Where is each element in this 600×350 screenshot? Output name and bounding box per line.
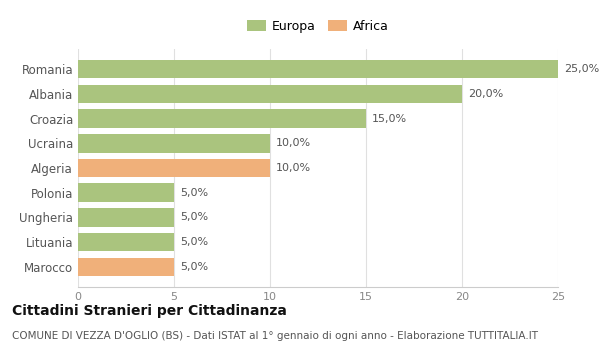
Bar: [78, 109, 366, 128]
Text: Cittadini Stranieri per Cittadinanza: Cittadini Stranieri per Cittadinanza: [12, 304, 287, 318]
Bar: [78, 233, 174, 251]
Bar: [78, 85, 462, 103]
Legend: Europa, Africa: Europa, Africa: [244, 17, 392, 35]
Bar: [78, 258, 174, 276]
Text: 5,0%: 5,0%: [180, 188, 208, 198]
Text: 10,0%: 10,0%: [276, 138, 311, 148]
Bar: [78, 60, 558, 78]
Text: 15,0%: 15,0%: [372, 113, 407, 124]
Text: COMUNE DI VEZZA D'OGLIO (BS) - Dati ISTAT al 1° gennaio di ogni anno - Elaborazi: COMUNE DI VEZZA D'OGLIO (BS) - Dati ISTA…: [12, 331, 538, 341]
Text: 20,0%: 20,0%: [468, 89, 503, 99]
Text: 25,0%: 25,0%: [564, 64, 599, 74]
Bar: [78, 134, 270, 153]
Text: 5,0%: 5,0%: [180, 237, 208, 247]
Text: 5,0%: 5,0%: [180, 212, 208, 223]
Text: 10,0%: 10,0%: [276, 163, 311, 173]
Bar: [78, 208, 174, 227]
Text: 5,0%: 5,0%: [180, 262, 208, 272]
Bar: [78, 159, 270, 177]
Bar: [78, 183, 174, 202]
